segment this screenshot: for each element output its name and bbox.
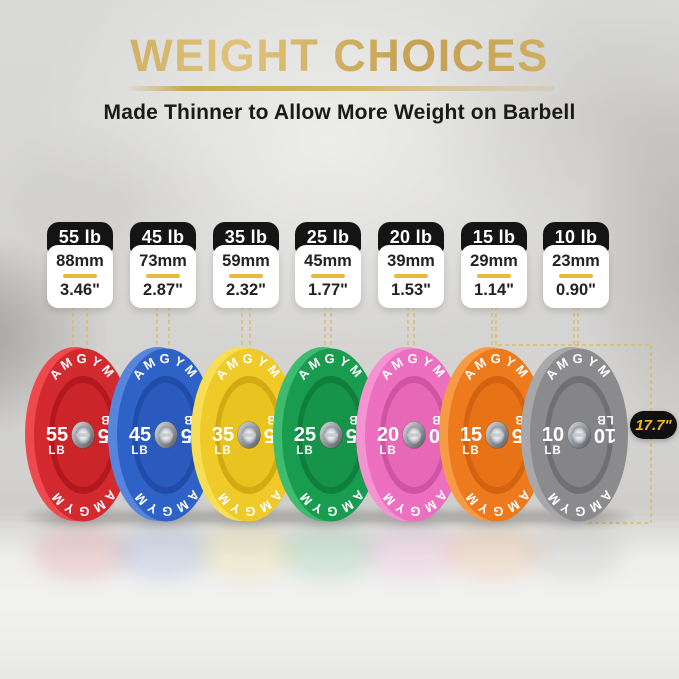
plate-reflection (115, 526, 211, 580)
thickness-inch: 2.32" (226, 280, 266, 299)
svg-text:15: 15 (460, 424, 482, 446)
svg-text:LB: LB (131, 445, 148, 457)
gold-divider (311, 274, 345, 278)
thickness-inch: 2.87" (143, 280, 183, 299)
plate-weight-number: 55 (46, 424, 68, 446)
bumper-plate-55lb: AMGYM AMGYM 55 LB 55 LB (20, 346, 140, 580)
gold-divider (229, 274, 263, 278)
bumper-plate-10lb: AMGYM AMGYM 10 LB 10 LB (516, 346, 636, 580)
spec-card-20lb: 20 lb 39mm 1.53" (378, 222, 444, 308)
thickness-inch: 0.90" (556, 280, 596, 299)
thickness-mm: 73mm (139, 252, 187, 270)
spec-card-15lb: 15 lb 29mm 1.14" (461, 222, 527, 308)
plate-reflection (528, 526, 624, 580)
bumper-plate-45lb: AMGYM AMGYM 45 LB 45 LB (103, 346, 223, 580)
page-subtitle: Made Thinner to Allow More Weight on Bar… (103, 101, 576, 124)
spec-card-45lb: 45 lb 73mm 2.87" (130, 222, 196, 308)
spec-card-25lb: 25 lb 45mm 1.77" (295, 222, 361, 308)
thickness-mm: 88mm (56, 252, 104, 270)
svg-text:20: 20 (377, 424, 399, 446)
thickness-inch: 1.77" (308, 280, 348, 299)
svg-text:LB: LB (544, 445, 561, 457)
bumper-plate-20lb: AMGYM AMGYM 20 LB 20 LB (351, 346, 471, 580)
gold-divider (146, 274, 180, 278)
page-title: WEIGHT CHOICES (0, 30, 679, 82)
title-underline (124, 86, 555, 91)
thickness-mm: 23mm (552, 252, 600, 270)
plate-reflection (198, 526, 294, 580)
bumper-plate-35lb: AMGYM AMGYM 35 LB 35 LB (186, 346, 306, 580)
spec-card-35lb: 35 lb 59mm 2.32" (213, 222, 279, 308)
svg-text:10: 10 (594, 424, 616, 446)
bumper-plate-15lb: AMGYM AMGYM 15 LB 15 LB (434, 346, 554, 580)
svg-text:10: 10 (542, 424, 564, 446)
svg-text:LB: LB (379, 445, 396, 457)
plate-reflection (280, 526, 376, 580)
weight-badge: 45 lb (130, 222, 196, 252)
thickness-inch: 3.46" (60, 280, 100, 299)
weight-badge: 35 lb (213, 222, 279, 252)
header: WEIGHT CHOICES Made Thinner to Allow Mor… (0, 30, 679, 125)
bumper-plate-25lb: AMGYM AMGYM 25 LB 25 LB (268, 346, 388, 580)
svg-text:LB: LB (462, 445, 479, 457)
svg-text:35: 35 (212, 424, 234, 446)
plate-reflection (363, 526, 459, 580)
gold-divider (394, 274, 428, 278)
svg-text:LB: LB (296, 445, 313, 457)
svg-text:LB: LB (596, 413, 613, 425)
thickness-inch: 1.14" (474, 280, 514, 299)
plate-reflection (32, 526, 128, 580)
plate-weight-unit: LB (48, 445, 65, 457)
plate-reflection (446, 526, 542, 580)
gold-divider (559, 274, 593, 278)
thickness-mm: 29mm (470, 252, 518, 270)
thickness-mm: 59mm (222, 252, 270, 270)
gold-divider (63, 274, 97, 278)
floor-background (0, 502, 679, 679)
thickness-mm: 45mm (304, 252, 352, 270)
gold-divider (477, 274, 511, 278)
svg-text:45: 45 (129, 424, 151, 446)
spec-card-10lb: 10 lb 23mm 0.90" (543, 222, 609, 308)
svg-text:LB: LB (214, 445, 231, 457)
diameter-badge: 17.7" (630, 411, 677, 439)
spec-card-55lb: 55 lb 88mm 3.46" (47, 222, 113, 308)
thickness-inch: 1.53" (391, 280, 431, 299)
thickness-mm: 39mm (387, 252, 435, 270)
svg-text:25: 25 (294, 424, 316, 446)
